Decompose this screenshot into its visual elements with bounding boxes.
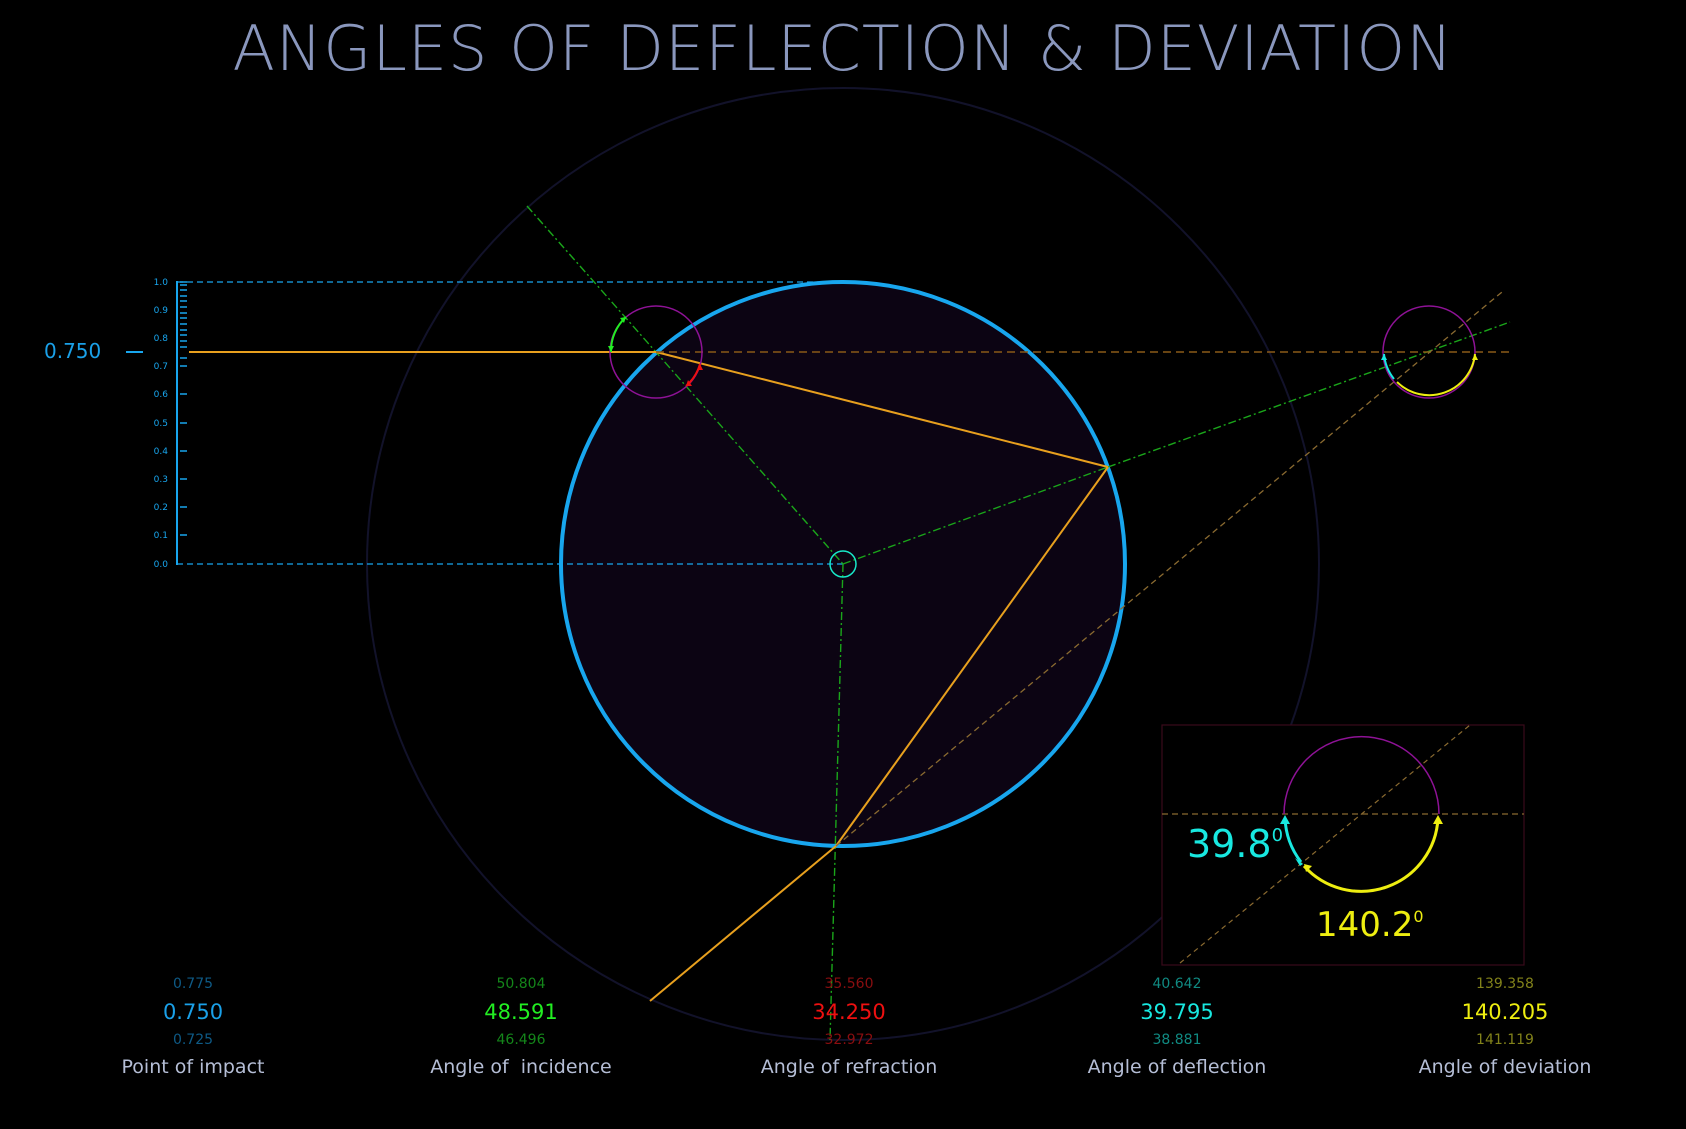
readout-upper: 35.560 [824, 976, 874, 992]
scale-tick-label: 0.0 [154, 560, 169, 570]
deviation-angle-indicator [1381, 305, 1478, 399]
normal-lines [526, 205, 1511, 1041]
readout-lower: 32.972 [824, 1032, 874, 1048]
exit-ray-extension [835, 291, 1503, 847]
light-ray [189, 351, 1109, 1002]
readout-upper: 50.804 [496, 976, 546, 992]
scale-tick-label: 0.1 [154, 531, 168, 541]
incidence-angle-indicator [608, 305, 703, 399]
readout-angle-of-incidence: 50.804 48.591 46.496 Angle of incidence [371, 976, 671, 1078]
inset-deflection-value: 39.80 [1187, 822, 1283, 866]
readout-value: 0.750 [162, 1000, 224, 1024]
readout-upper: 40.642 [1152, 976, 1202, 992]
inset-deviation-value: 140.20 [1316, 905, 1424, 945]
readout-label: Angle of refraction [760, 1056, 938, 1078]
readout-lower: 0.725 [172, 1032, 214, 1048]
impact-value-side-label: 0.750 [44, 339, 102, 363]
readout-label: Angle of deflection [1087, 1056, 1267, 1078]
readout-label: Angle of incidence [430, 1056, 612, 1078]
readout-value: 39.795 [1140, 1000, 1214, 1024]
readout-lower: 38.881 [1152, 1032, 1202, 1048]
readout-label: Angle of deviation [1418, 1056, 1592, 1078]
readout-value: 48.591 [484, 1000, 558, 1024]
readout-value: 140.205 [1461, 1000, 1549, 1024]
readout-point-of-impact: 0.775 0.750 0.725 Point of impact [43, 976, 343, 1078]
scale-tick-label: 0.3 [154, 475, 168, 485]
readout-value: 34.250 [812, 1000, 886, 1024]
readout-angle-of-deflection: 40.642 39.795 38.881 Angle of deflection [1027, 976, 1327, 1078]
scale-tick-label: 0.8 [154, 334, 169, 344]
readout-upper: 0.775 [172, 976, 214, 992]
readout-angle-of-refraction: 35.560 34.250 32.972 Angle of refraction [699, 976, 999, 1078]
scale-tick-label: 0.4 [154, 447, 169, 457]
page-title: ANGLES OF DEFLECTION & DEVIATION [232, 12, 1454, 85]
scale-tick-label: 0.7 [154, 362, 168, 372]
readout-lower: 141.119 [1476, 1032, 1534, 1048]
scale-tick-label: 0.6 [154, 390, 169, 400]
angle-inset: 39.80 140.20 [1161, 724, 1525, 966]
readout-upper: 139.358 [1476, 976, 1534, 992]
scale-tick-label: 0.9 [154, 306, 169, 316]
scale-tick-label: 1.0 [154, 278, 169, 288]
readout-label: Point of impact [121, 1056, 265, 1078]
scale-tick-label: 0.5 [154, 419, 168, 429]
readout-angle-of-deviation: 139.358 140.205 141.119 Angle of deviati… [1355, 976, 1655, 1078]
readout-lower: 46.496 [496, 1032, 546, 1048]
center-marker [829, 550, 857, 578]
scale-tick-label: 0.2 [154, 503, 168, 513]
impact-scale: 1.0 0.9 0.8 0.7 0.6 0.5 0.4 0.3 0.2 0.1 … [126, 278, 187, 570]
